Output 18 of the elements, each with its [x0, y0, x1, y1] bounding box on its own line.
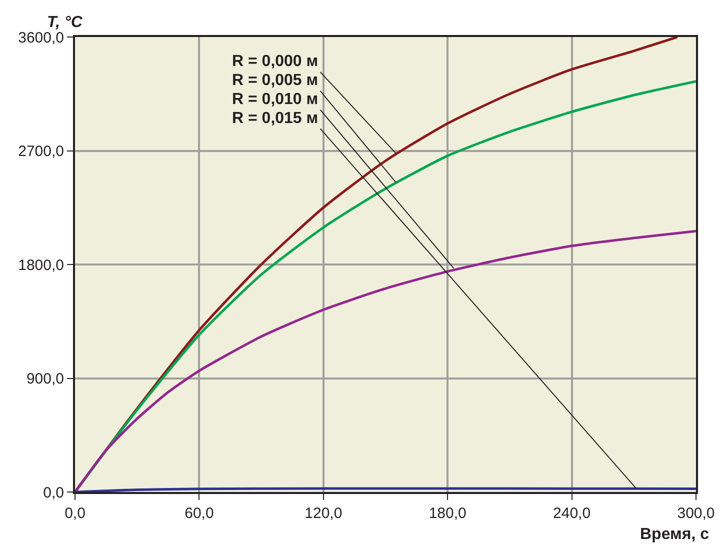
x-tick-label: 0,0: [64, 505, 86, 522]
y-tick-label: 2700,0: [18, 143, 64, 160]
y-tick-label: 1800,0: [18, 256, 64, 274]
x-tick-label: 300,0: [677, 505, 715, 522]
y-axis-title: T, °C: [47, 14, 83, 31]
annotation: R = 0,005 м: [232, 72, 318, 89]
x-tick-label: 240,0: [553, 505, 591, 522]
y-tick-label: 0,0: [43, 484, 64, 502]
y-tick-label: 900,0: [26, 370, 64, 388]
x-tick-label: 180,0: [428, 505, 466, 522]
y-tick-label: 3600,0: [18, 29, 64, 46]
line-series: [75, 230, 696, 492]
x-tick-label: 60,0: [184, 505, 214, 522]
annotation: R = 0,010 м: [232, 91, 318, 108]
annotation: R = 0,015 м: [232, 110, 318, 127]
x-axis-title: Время, с: [640, 526, 710, 543]
x-tick-label: 120,0: [304, 505, 342, 522]
annotation: R = 0,000 м: [232, 53, 318, 70]
